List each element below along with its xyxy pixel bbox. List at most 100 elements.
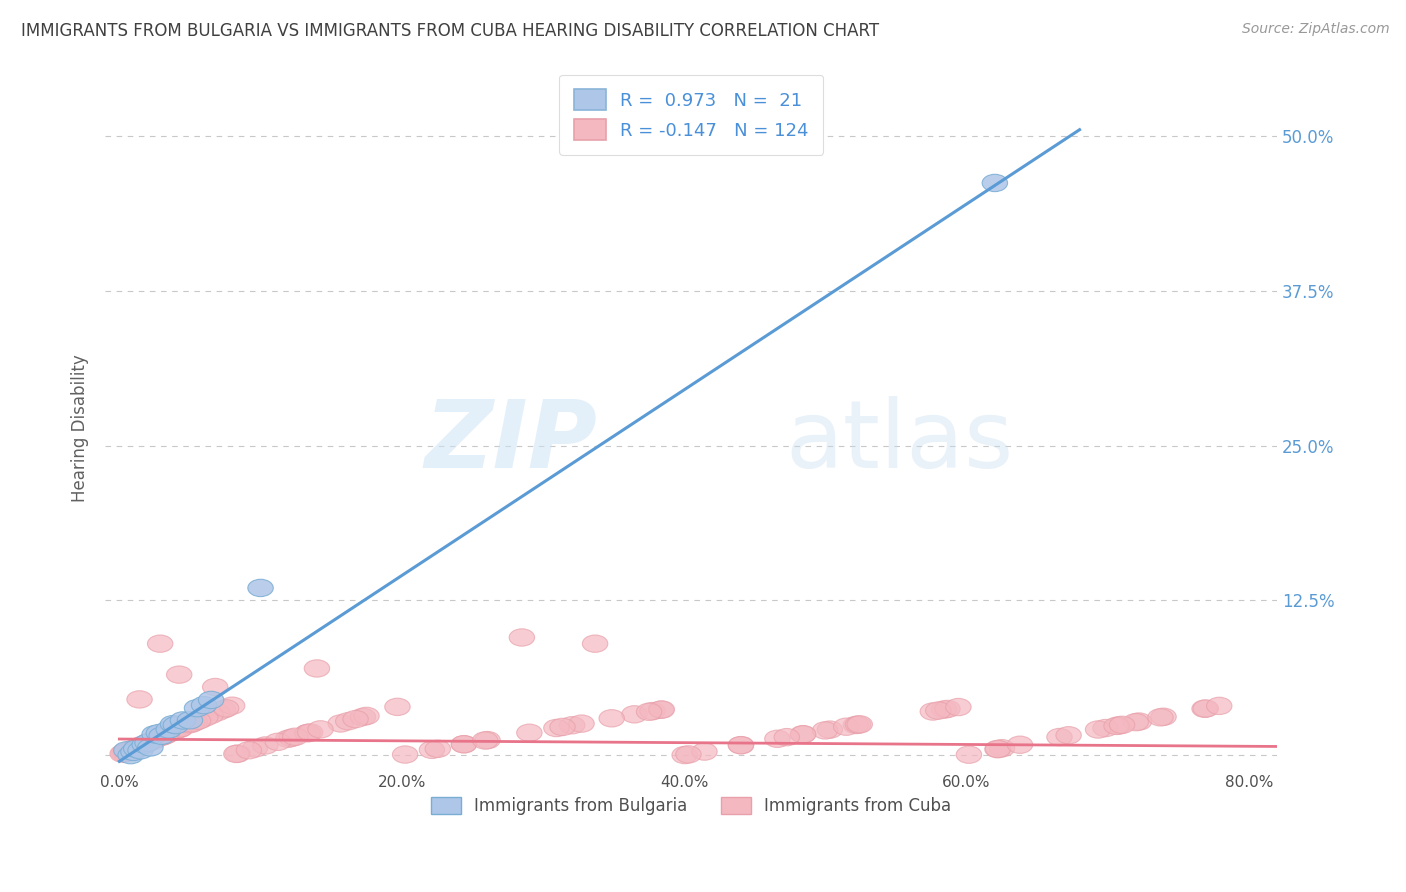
Ellipse shape xyxy=(141,731,166,748)
Ellipse shape xyxy=(128,741,153,759)
Ellipse shape xyxy=(125,739,150,756)
Ellipse shape xyxy=(179,714,205,732)
Ellipse shape xyxy=(350,708,375,725)
Ellipse shape xyxy=(931,701,956,718)
Ellipse shape xyxy=(1085,721,1111,739)
Ellipse shape xyxy=(599,710,624,727)
Ellipse shape xyxy=(544,719,569,737)
Ellipse shape xyxy=(1007,736,1032,754)
Ellipse shape xyxy=(236,741,262,759)
Ellipse shape xyxy=(295,724,321,742)
Ellipse shape xyxy=(392,746,418,764)
Ellipse shape xyxy=(121,743,146,761)
Ellipse shape xyxy=(112,744,138,762)
Ellipse shape xyxy=(131,736,156,754)
Ellipse shape xyxy=(790,725,815,743)
Ellipse shape xyxy=(165,722,190,739)
Ellipse shape xyxy=(136,733,162,751)
Ellipse shape xyxy=(1123,714,1149,731)
Ellipse shape xyxy=(328,714,353,732)
Ellipse shape xyxy=(295,724,321,742)
Ellipse shape xyxy=(817,721,842,739)
Ellipse shape xyxy=(152,726,177,744)
Ellipse shape xyxy=(956,746,981,764)
Ellipse shape xyxy=(582,635,607,652)
Ellipse shape xyxy=(550,718,575,736)
Ellipse shape xyxy=(204,704,229,721)
Ellipse shape xyxy=(1104,717,1129,735)
Ellipse shape xyxy=(115,742,141,760)
Ellipse shape xyxy=(648,701,673,718)
Ellipse shape xyxy=(184,699,209,717)
Ellipse shape xyxy=(692,743,717,760)
Ellipse shape xyxy=(419,741,444,758)
Ellipse shape xyxy=(112,744,138,761)
Ellipse shape xyxy=(224,746,249,763)
Ellipse shape xyxy=(120,741,145,758)
Ellipse shape xyxy=(1092,720,1118,737)
Ellipse shape xyxy=(120,741,145,758)
Ellipse shape xyxy=(138,739,163,756)
Ellipse shape xyxy=(790,725,815,743)
Ellipse shape xyxy=(135,734,160,751)
Ellipse shape xyxy=(385,698,411,715)
Text: ZIP: ZIP xyxy=(425,396,598,488)
Ellipse shape xyxy=(198,691,224,708)
Ellipse shape xyxy=(135,734,160,751)
Ellipse shape xyxy=(152,726,179,744)
Ellipse shape xyxy=(186,712,211,730)
Ellipse shape xyxy=(637,703,662,721)
Ellipse shape xyxy=(111,745,136,762)
Ellipse shape xyxy=(110,745,135,763)
Ellipse shape xyxy=(149,727,174,745)
Ellipse shape xyxy=(472,731,498,749)
Ellipse shape xyxy=(118,747,143,764)
Ellipse shape xyxy=(983,174,1008,192)
Ellipse shape xyxy=(304,660,329,677)
Ellipse shape xyxy=(569,714,595,732)
Ellipse shape xyxy=(138,733,163,750)
Ellipse shape xyxy=(984,740,1010,758)
Text: Source: ZipAtlas.com: Source: ZipAtlas.com xyxy=(1241,22,1389,37)
Ellipse shape xyxy=(214,699,239,717)
Ellipse shape xyxy=(122,739,148,756)
Ellipse shape xyxy=(219,697,245,714)
Ellipse shape xyxy=(354,707,380,724)
Ellipse shape xyxy=(225,745,250,763)
Y-axis label: Hearing Disability: Hearing Disability xyxy=(72,354,89,502)
Ellipse shape xyxy=(129,737,155,754)
Ellipse shape xyxy=(132,736,157,753)
Ellipse shape xyxy=(834,718,859,735)
Ellipse shape xyxy=(167,720,193,737)
Ellipse shape xyxy=(990,739,1015,757)
Ellipse shape xyxy=(247,579,273,597)
Ellipse shape xyxy=(1109,716,1135,733)
Ellipse shape xyxy=(650,701,675,718)
Ellipse shape xyxy=(115,742,141,760)
Ellipse shape xyxy=(278,729,305,747)
Ellipse shape xyxy=(148,729,173,746)
Text: atlas: atlas xyxy=(785,396,1014,488)
Ellipse shape xyxy=(920,703,945,720)
Ellipse shape xyxy=(844,716,869,734)
Ellipse shape xyxy=(451,736,477,753)
Ellipse shape xyxy=(177,712,202,729)
Ellipse shape xyxy=(343,710,368,728)
Ellipse shape xyxy=(1206,698,1232,714)
Legend: Immigrants from Bulgaria, Immigrants from Cuba: Immigrants from Bulgaria, Immigrants fro… xyxy=(423,789,960,823)
Ellipse shape xyxy=(150,727,176,745)
Ellipse shape xyxy=(728,737,754,754)
Ellipse shape xyxy=(925,702,950,719)
Ellipse shape xyxy=(191,697,217,714)
Ellipse shape xyxy=(276,731,301,747)
Ellipse shape xyxy=(112,744,138,761)
Ellipse shape xyxy=(1047,729,1073,746)
Ellipse shape xyxy=(166,666,191,683)
Ellipse shape xyxy=(141,731,166,748)
Ellipse shape xyxy=(149,728,174,746)
Ellipse shape xyxy=(127,690,152,708)
Ellipse shape xyxy=(308,721,333,738)
Ellipse shape xyxy=(621,706,647,723)
Ellipse shape xyxy=(765,731,790,747)
Ellipse shape xyxy=(845,716,870,733)
